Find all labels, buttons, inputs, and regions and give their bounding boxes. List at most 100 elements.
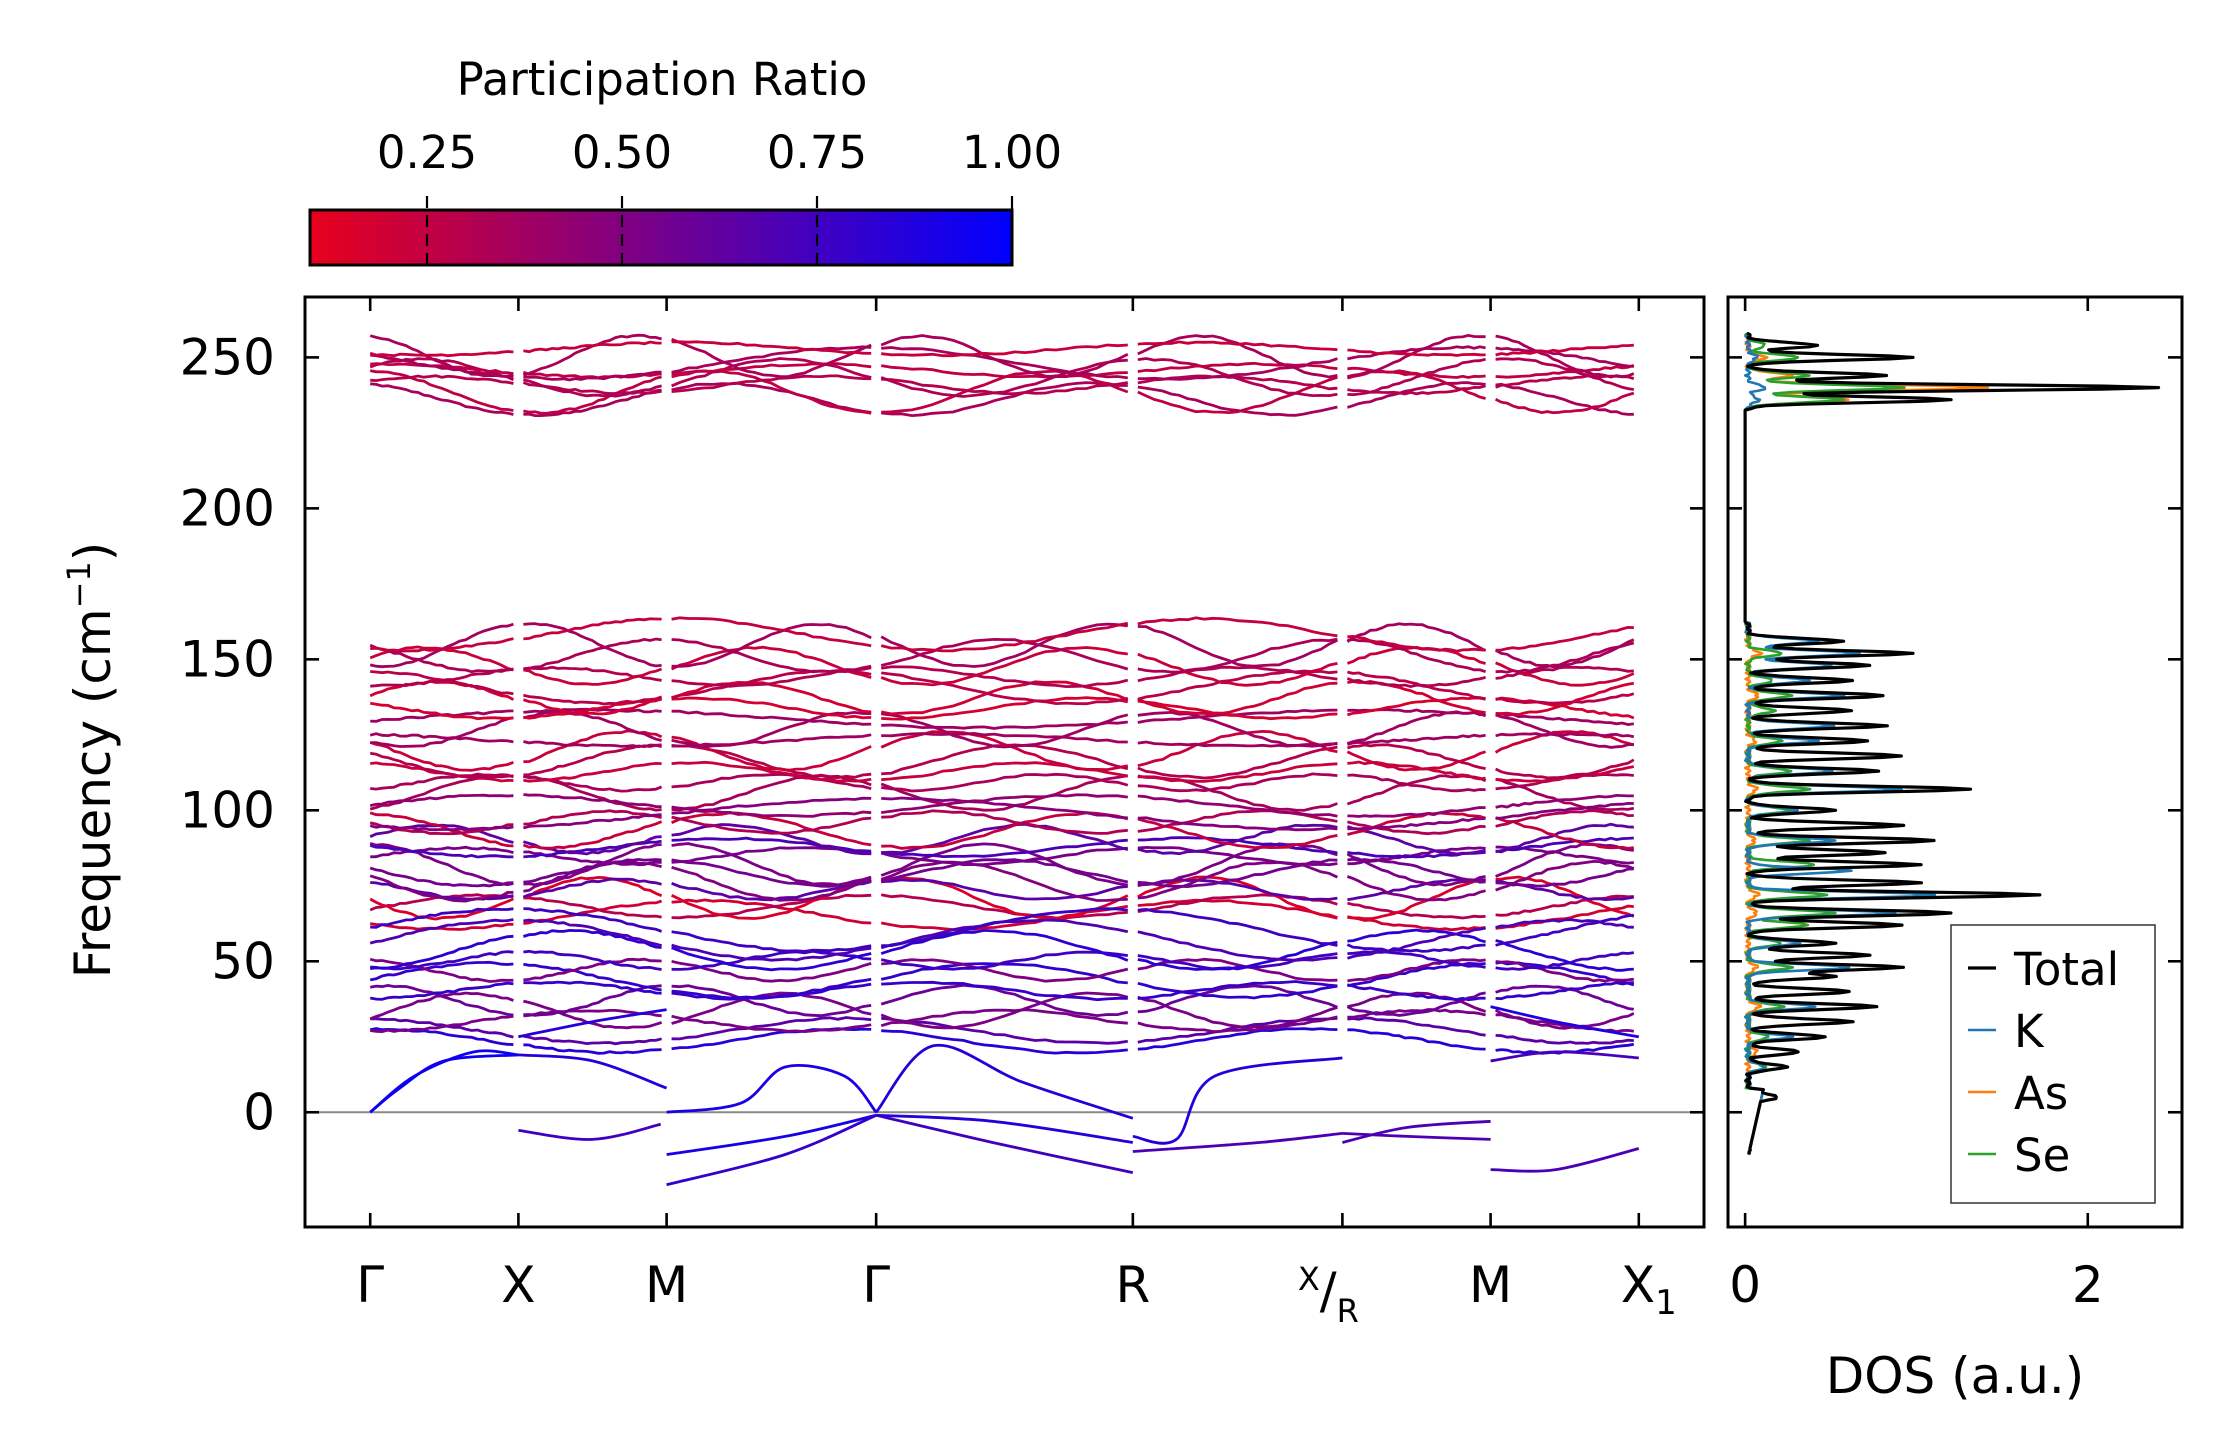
phonon-band <box>671 984 872 1018</box>
main-axis-ticks: 0 50 100 150 200 250 Γ X M Γ R X/R M X1 <box>180 297 1704 1330</box>
legend-label-as: As <box>2014 1067 2068 1120</box>
phonon-band <box>1347 949 1486 969</box>
phonon-band <box>671 865 872 902</box>
phonon-band <box>1495 913 1634 947</box>
phonon-band <box>671 772 872 791</box>
phonon-band <box>522 877 662 899</box>
phonon-band <box>1495 918 1634 929</box>
x-tick-label: M <box>1469 1256 1512 1314</box>
x-tick-label: X <box>501 1256 535 1314</box>
phonon-band <box>1346 381 1486 409</box>
phonon-band <box>671 374 872 393</box>
phonon-band <box>671 733 872 748</box>
phonon-band <box>671 898 872 925</box>
phonon-band <box>1495 822 1634 854</box>
phonon-band <box>1494 1008 1635 1030</box>
y-tick-label: 150 <box>180 630 275 688</box>
phonon-band <box>1137 845 1338 867</box>
phonon-band <box>1137 772 1338 793</box>
phonon-band <box>1495 343 1634 357</box>
phonon-band <box>1346 750 1487 772</box>
phonon-band <box>671 815 872 835</box>
phonon-band <box>369 369 514 412</box>
phonon-band <box>881 343 1128 358</box>
phonon-band <box>1137 669 1338 701</box>
phonon-band <box>523 617 662 641</box>
phonon-band <box>1347 806 1486 818</box>
phonon-band <box>369 1027 514 1046</box>
phonon-band <box>1494 758 1635 780</box>
dos-x-tick-label: 2 <box>2072 1256 2104 1314</box>
phonon-band <box>1494 391 1635 415</box>
phonon-band <box>1347 679 1486 714</box>
phonon-band <box>1495 875 1635 918</box>
phonon-band <box>1347 958 1486 983</box>
phonon-band <box>880 858 1129 884</box>
phonon-band <box>369 957 514 983</box>
phonon-band <box>671 805 872 818</box>
phonon-band <box>1495 793 1634 809</box>
phonon-band <box>1137 745 1338 780</box>
phonon-band <box>1346 676 1486 689</box>
phonon-band <box>881 1029 1128 1055</box>
y-tick-label: 250 <box>180 328 275 386</box>
phonon-band <box>369 350 514 358</box>
phonon-band <box>1137 357 1338 398</box>
phonon-band <box>1347 634 1486 653</box>
phonon-band <box>1347 773 1486 793</box>
phonon-band <box>881 346 1128 380</box>
phonon-band <box>523 622 662 668</box>
phonon-band <box>671 638 872 674</box>
phonon-band <box>881 720 1128 730</box>
phonon-band <box>880 860 1128 902</box>
phonon-band <box>881 1016 1129 1045</box>
phonon-band <box>523 340 662 354</box>
phonon-band <box>1347 901 1486 920</box>
phonon-band <box>1137 940 1338 971</box>
phonon-band <box>1495 681 1635 717</box>
phonon-band <box>1495 816 1634 850</box>
phonon-band <box>1347 345 1486 361</box>
phonon-band <box>880 334 1129 378</box>
phonon-band <box>881 796 1128 820</box>
phonon-band <box>1495 346 1634 368</box>
phonon-band <box>1137 729 1338 768</box>
phonon-band <box>881 712 1129 749</box>
colorbar-gradient <box>308 208 1014 267</box>
legend-items: Total K As Se <box>1968 943 2119 1182</box>
phonon-band <box>369 983 514 1017</box>
phonon-band <box>1494 638 1635 669</box>
phonon-band <box>880 950 1129 971</box>
phonon-band <box>1137 375 1338 415</box>
colorbar-title: Participation Ratio <box>457 53 868 106</box>
band-structure-panel: 0 50 100 150 200 250 Γ X M Γ R X/R M X1 Frequency (cm… <box>60 295 1706 1330</box>
colorbar-tick-label: 0.25 <box>377 126 477 179</box>
phonon-band <box>1347 928 1486 944</box>
phonon-band <box>369 844 514 859</box>
phonon-band <box>671 340 872 355</box>
phonon-band <box>1495 334 1635 379</box>
phonon-band <box>671 977 872 1000</box>
acoustic-band <box>1342 1119 1491 1144</box>
phonon-band <box>1347 983 1486 1002</box>
phonon-band <box>370 374 514 385</box>
dos-series-total <box>1743 331 2161 1155</box>
phonon-band <box>370 667 514 688</box>
phonon-band <box>1495 842 1634 878</box>
phonon-band <box>370 922 514 931</box>
phonon-band <box>881 665 1129 689</box>
phonon-band <box>1137 665 1338 683</box>
phonon-band <box>370 1017 514 1039</box>
phonon-band <box>523 896 662 919</box>
phonon-band <box>671 345 872 374</box>
phonon-band <box>369 874 514 903</box>
phonon-band <box>523 875 663 899</box>
phonon-band <box>370 907 514 929</box>
phonon-band <box>1346 622 1487 652</box>
phonon-band <box>880 646 1128 687</box>
dos-x-axis-label: DOS (a.u.) <box>1826 1347 2085 1405</box>
phonon-band <box>1346 875 1486 902</box>
acoustic-band <box>518 1053 668 1090</box>
y-tick-label: 0 <box>243 1083 275 1141</box>
